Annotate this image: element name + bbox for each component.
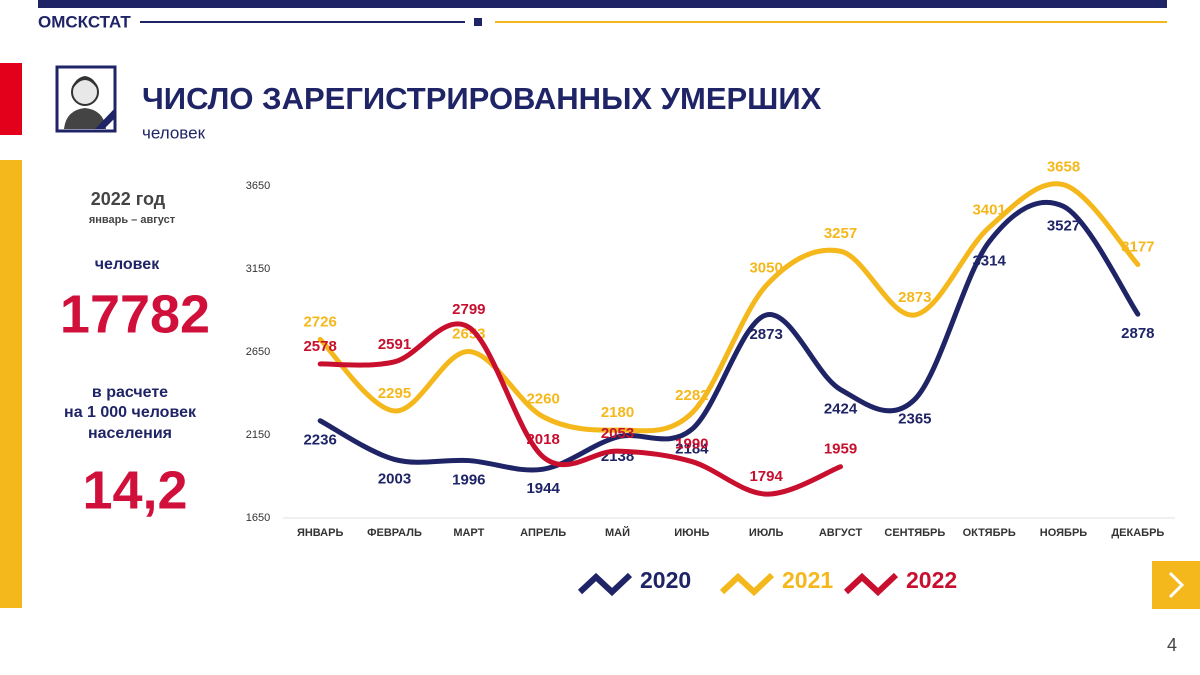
header-square — [474, 18, 482, 26]
data-label: 2726 — [303, 313, 336, 330]
data-label: 3050 — [749, 260, 782, 277]
data-label: 2236 — [303, 432, 336, 449]
data-label: 3177 — [1121, 238, 1154, 255]
unit: человек — [95, 256, 160, 273]
x-tick-label: СЕНТЯБРЬ — [884, 527, 945, 539]
rate-caption: населения — [88, 425, 172, 442]
x-tick-label: ИЮНЬ — [674, 527, 709, 539]
total: 17782 — [60, 284, 210, 344]
data-label: 2873 — [898, 289, 931, 306]
data-label: 3401 — [972, 201, 1005, 218]
data-label: 2578 — [303, 338, 336, 355]
data-label: 3658 — [1047, 159, 1080, 176]
legend-icon — [843, 572, 899, 597]
legend-icon — [719, 572, 775, 597]
data-label: 2799 — [452, 301, 485, 318]
rate-caption: в расчете — [92, 384, 168, 401]
accent-bar — [0, 160, 22, 608]
data-label: 2424 — [824, 400, 858, 417]
x-tick-label: МАРТ — [453, 527, 484, 539]
data-label: 2053 — [601, 425, 634, 442]
data-label: 2282 — [675, 387, 708, 404]
data-label: 2873 — [749, 326, 782, 343]
data-label: 2018 — [526, 431, 559, 448]
data-label: 3257 — [824, 225, 857, 242]
x-tick-label: ЯНВАРЬ — [297, 527, 344, 539]
x-tick-label: АПРЕЛЬ — [520, 527, 566, 539]
y-tick-label: 3650 — [246, 180, 270, 192]
sidebar: 2022 год январь – август человек 17782 в… — [60, 189, 210, 521]
rate: 14,2 — [82, 460, 187, 520]
y-tick-label: 2150 — [246, 429, 270, 441]
chart-subtitle: человек — [142, 123, 206, 142]
next-button-bg[interactable] — [1152, 561, 1200, 609]
line — [317, 321, 843, 497]
data-label: 2260 — [526, 391, 559, 408]
period-year: 2022 год — [91, 189, 166, 209]
next-arrow[interactable] — [1168, 571, 1185, 599]
y-tick-label: 2650 — [246, 346, 270, 358]
legend-icon — [577, 572, 633, 597]
chart-title: ЧИСЛО ЗАРЕГИСТРИРОВАННЫХ УМЕРШИХ — [142, 81, 822, 116]
data-label: 2003 — [378, 470, 411, 487]
data-label: 3314 — [972, 253, 1006, 270]
y-tick-label: 3150 — [246, 263, 270, 275]
x-tick-label: АВГУСТ — [819, 527, 863, 539]
brand: ОМСКСТАТ — [38, 12, 131, 31]
data-label: 2365 — [898, 410, 931, 427]
line — [317, 181, 1141, 434]
period-months: январь – август — [89, 214, 176, 226]
x-tick-label: НОЯБРЬ — [1040, 527, 1088, 539]
data-label: 1959 — [824, 441, 857, 458]
data-label: 1996 — [452, 472, 485, 489]
x-tick-label: МАЙ — [605, 526, 630, 539]
x-tick-label: ОКТЯБРЬ — [963, 527, 1016, 539]
page-number: 4 — [1167, 635, 1177, 655]
x-tick-label: ДЕКАБРЬ — [1111, 527, 1164, 539]
line — [317, 199, 1141, 473]
x-tick-label: ФЕВРАЛЬ — [367, 527, 422, 539]
person-icon — [55, 65, 117, 133]
data-label: 2295 — [378, 385, 411, 402]
x-tick-label: ИЮЛЬ — [749, 527, 784, 539]
y-tick-label: 1650 — [246, 512, 270, 524]
data-label: 2878 — [1121, 325, 1154, 342]
accent-bar — [0, 63, 22, 135]
legend-label: 2021 — [782, 567, 833, 593]
legend-label: 2022 — [906, 567, 957, 593]
legend-label: 2020 — [640, 567, 691, 593]
data-label: 2591 — [378, 336, 411, 353]
next-button[interactable] — [1152, 561, 1200, 609]
data-label: 2180 — [601, 404, 634, 421]
data-label: 2184 — [675, 440, 709, 457]
rate-caption: на 1 000 человек — [64, 404, 197, 421]
data-label: 1794 — [749, 468, 783, 485]
top-bar — [38, 0, 1167, 8]
data-label: 1990 — [675, 436, 708, 453]
data-label: 3527 — [1047, 217, 1080, 234]
data-label: 1944 — [526, 480, 560, 497]
